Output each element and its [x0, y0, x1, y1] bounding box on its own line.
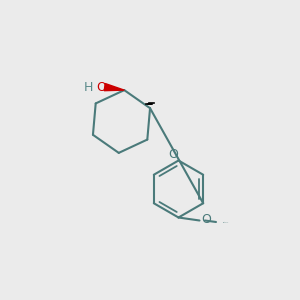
Text: O: O [201, 213, 211, 226]
Text: O: O [168, 148, 178, 161]
Text: O: O [97, 81, 106, 94]
Text: methoxy: methoxy [223, 221, 229, 223]
Text: H: H [83, 81, 93, 94]
Polygon shape [104, 84, 124, 91]
